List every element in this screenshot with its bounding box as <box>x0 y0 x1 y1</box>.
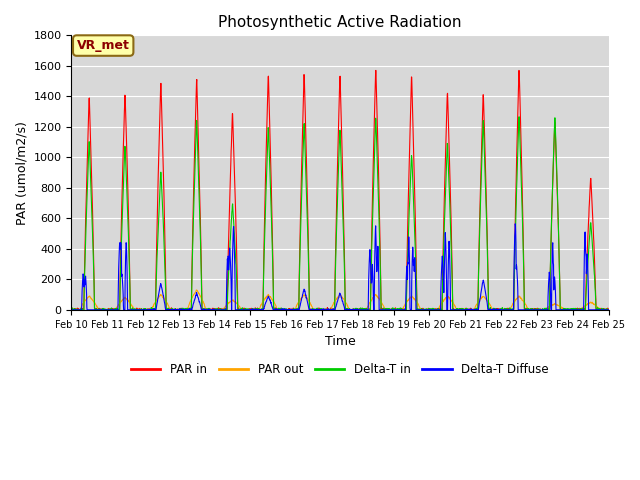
X-axis label: Time: Time <box>324 335 355 348</box>
Line: PAR out: PAR out <box>72 290 609 310</box>
Delta-T in <box>68 306 76 312</box>
Line: Delta-T Diffuse: Delta-T Diffuse <box>72 224 609 310</box>
PAR out <box>193 287 200 293</box>
Delta-T in <box>496 306 504 312</box>
Delta-T Diffuse <box>496 306 504 312</box>
Delta-T Diffuse <box>511 221 519 227</box>
PAR in <box>557 307 565 312</box>
PAR out <box>356 307 364 312</box>
Line: PAR in: PAR in <box>72 71 609 310</box>
Delta-T in <box>515 114 523 120</box>
PAR in <box>497 307 504 312</box>
PAR in <box>69 307 77 312</box>
Delta-T Diffuse <box>367 271 375 276</box>
PAR out <box>68 306 76 312</box>
PAR in <box>356 306 364 312</box>
Delta-T Diffuse <box>572 307 580 312</box>
Text: VR_met: VR_met <box>77 39 130 52</box>
PAR in <box>367 257 375 263</box>
Delta-T in <box>68 307 76 312</box>
PAR out <box>605 307 612 312</box>
Delta-T in <box>367 266 375 272</box>
PAR out <box>573 307 580 312</box>
Delta-T Diffuse <box>557 307 565 312</box>
Legend: PAR in, PAR out, Delta-T in, Delta-T Diffuse: PAR in, PAR out, Delta-T in, Delta-T Dif… <box>126 359 554 381</box>
PAR in <box>573 306 580 312</box>
PAR out <box>497 307 504 312</box>
Delta-T Diffuse <box>605 307 612 312</box>
Delta-T in <box>557 307 565 312</box>
Delta-T Diffuse <box>218 307 225 312</box>
Line: Delta-T in: Delta-T in <box>72 117 609 310</box>
Delta-T in <box>218 307 225 312</box>
Delta-T in <box>356 306 364 312</box>
PAR in <box>605 307 612 312</box>
Delta-T in <box>605 307 612 312</box>
Title: Photosynthetic Active Radiation: Photosynthetic Active Radiation <box>218 15 461 30</box>
Delta-T in <box>573 307 580 312</box>
PAR out <box>68 307 76 312</box>
Delta-T Diffuse <box>355 307 363 312</box>
PAR out <box>218 307 225 312</box>
PAR out <box>367 298 375 303</box>
PAR in <box>372 68 380 73</box>
PAR in <box>68 306 76 312</box>
Delta-T Diffuse <box>68 307 76 312</box>
Y-axis label: PAR (umol/m2/s): PAR (umol/m2/s) <box>15 120 28 225</box>
PAR in <box>218 306 225 312</box>
PAR out <box>557 304 565 310</box>
